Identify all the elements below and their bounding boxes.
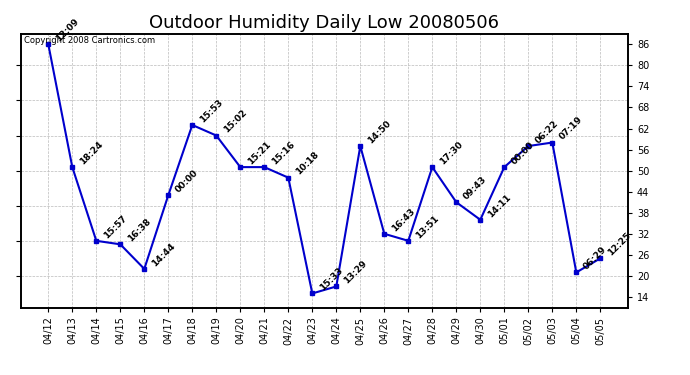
Text: 16:43: 16:43 (390, 206, 417, 233)
Text: 15:33: 15:33 (318, 266, 344, 292)
Text: 18:24: 18:24 (78, 140, 105, 166)
Text: 06:29: 06:29 (582, 245, 609, 272)
Text: 14:50: 14:50 (366, 118, 393, 145)
Text: 00:00: 00:00 (174, 168, 200, 194)
Text: 10:18: 10:18 (294, 150, 320, 177)
Text: 00:00: 00:00 (510, 140, 536, 166)
Text: 06:22: 06:22 (534, 119, 560, 145)
Text: 15:16: 15:16 (270, 140, 297, 166)
Text: 12:25: 12:25 (606, 231, 633, 258)
Text: 12:09: 12:09 (54, 17, 81, 44)
Text: Copyright 2008 Cartronics.com: Copyright 2008 Cartronics.com (23, 36, 155, 45)
Text: 15:02: 15:02 (222, 108, 248, 135)
Title: Outdoor Humidity Daily Low 20080506: Outdoor Humidity Daily Low 20080506 (149, 14, 500, 32)
Text: 07:19: 07:19 (558, 115, 584, 142)
Text: 14:44: 14:44 (150, 241, 177, 268)
Text: 16:38: 16:38 (126, 217, 152, 243)
Text: 13:29: 13:29 (342, 259, 368, 286)
Text: 15:57: 15:57 (102, 213, 128, 240)
Text: 09:43: 09:43 (462, 175, 489, 201)
Text: 14:11: 14:11 (486, 192, 513, 219)
Text: 13:51: 13:51 (414, 213, 440, 240)
Text: 15:53: 15:53 (198, 98, 224, 124)
Text: 15:21: 15:21 (246, 140, 273, 166)
Text: 17:30: 17:30 (438, 140, 464, 166)
